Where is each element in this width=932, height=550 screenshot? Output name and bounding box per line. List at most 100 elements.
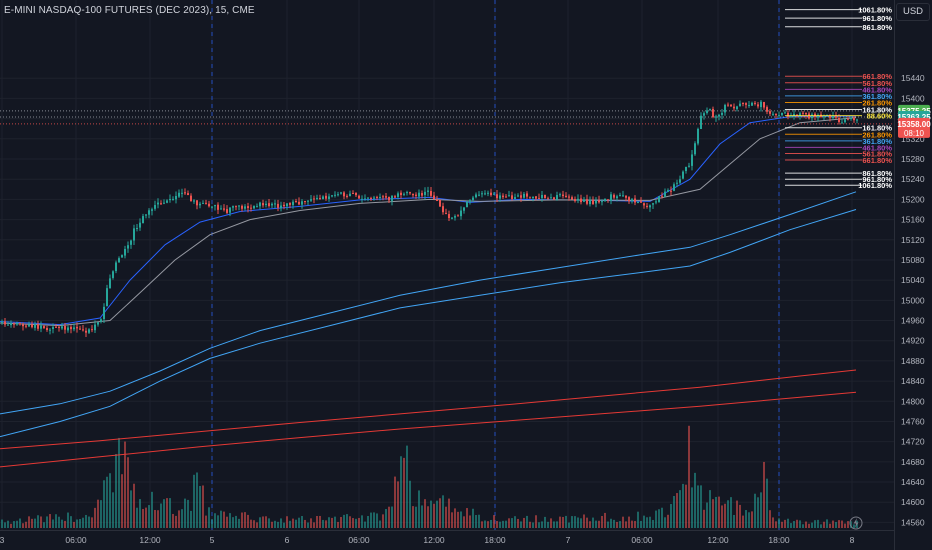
candle-body [490, 192, 492, 196]
volume-bar [52, 519, 54, 528]
candle-body [103, 306, 105, 319]
candle-body [841, 122, 843, 124]
candle [733, 103, 735, 112]
candle-body [304, 201, 306, 203]
candle [742, 102, 744, 107]
candle [187, 190, 189, 196]
candle-body [547, 198, 549, 200]
volume-bar [436, 500, 438, 528]
volume-bar [853, 524, 855, 528]
volume-bar [40, 516, 42, 528]
candle-body [91, 329, 93, 331]
volume-bar [61, 519, 63, 528]
candle [355, 192, 357, 197]
candle [112, 270, 114, 280]
candle-body [166, 200, 168, 203]
candle [199, 201, 201, 209]
candle-body [184, 192, 186, 194]
candle-body [577, 198, 579, 201]
volume-bar [319, 515, 321, 528]
candle-body [706, 110, 708, 113]
candle [103, 303, 105, 324]
volume-bar [280, 518, 282, 528]
candle [151, 207, 153, 216]
candle-body [499, 195, 501, 199]
volume-bar [73, 521, 75, 528]
candle [28, 321, 30, 328]
price-axis[interactable]: 1544015400153601532015280152401520015160… [901, 73, 925, 527]
moving-average-line [0, 391, 857, 468]
candle [73, 323, 75, 332]
candle-body [49, 329, 51, 331]
candle [133, 224, 135, 245]
candle [565, 192, 567, 198]
volume-bar [31, 518, 33, 528]
fibonacci-levels[interactable]: 1061.80%961.80%861.80%661.80%561.80%461.… [785, 6, 892, 191]
time-axis[interactable]: 3 06:00 12:00 5 6 06:00 12:00 18:00 7 06:00 12:00 1… [0, 535, 855, 545]
candle [703, 111, 705, 120]
candle-body [742, 103, 744, 105]
candle-body [853, 118, 855, 121]
volume-bar [91, 517, 93, 528]
candle [682, 170, 684, 180]
volume-bar [163, 499, 165, 528]
candle-body [163, 202, 165, 204]
candle [190, 193, 192, 202]
fib-level-label: 961.80% [862, 175, 892, 184]
candle [451, 217, 453, 220]
candle-body [511, 195, 513, 199]
candle-body [148, 210, 150, 215]
candle-body [658, 196, 660, 202]
candles[interactable] [1, 99, 858, 338]
candle-body [268, 203, 270, 207]
candle-body [1, 321, 3, 323]
volume-bar [241, 512, 243, 528]
candle [253, 205, 255, 210]
candle-body [481, 193, 483, 195]
candle [76, 322, 78, 333]
session-breaks [211, 0, 780, 530]
candle [175, 191, 177, 204]
candle [655, 199, 657, 205]
volume-bar [754, 493, 756, 528]
candle-body [70, 326, 72, 330]
candle [394, 194, 396, 199]
candle-body [391, 195, 393, 201]
candle [109, 274, 111, 289]
candle-body [595, 200, 597, 204]
volume-bar [190, 510, 192, 528]
volume-bar [1, 519, 3, 528]
lightning-icon[interactable] [849, 516, 863, 530]
candle-body [772, 113, 774, 115]
price-tick-label: 15080 [901, 255, 925, 265]
candle-body [727, 104, 729, 106]
candle [379, 193, 381, 201]
candle-body [607, 199, 609, 201]
candle [13, 322, 15, 328]
candle [553, 196, 555, 201]
candle [673, 182, 675, 192]
volume-bar [649, 516, 651, 528]
volume-bar [667, 514, 669, 528]
volume-bar [139, 499, 141, 528]
candle [502, 193, 504, 199]
moving-average-line [0, 115, 857, 326]
candle [490, 188, 492, 197]
candle [442, 202, 444, 215]
candle-body [850, 117, 852, 119]
candle-body [250, 207, 252, 209]
volume-bar [22, 523, 24, 528]
candle [736, 105, 738, 112]
currency-button[interactable]: USD [896, 3, 930, 21]
candle-body [43, 326, 45, 329]
candle-body [739, 103, 741, 106]
volume-bar [214, 513, 216, 528]
candle [205, 199, 207, 205]
candle-body [364, 198, 366, 200]
candle [721, 108, 723, 120]
candle [238, 205, 240, 211]
volume-bar [715, 496, 717, 528]
candle [31, 321, 33, 329]
